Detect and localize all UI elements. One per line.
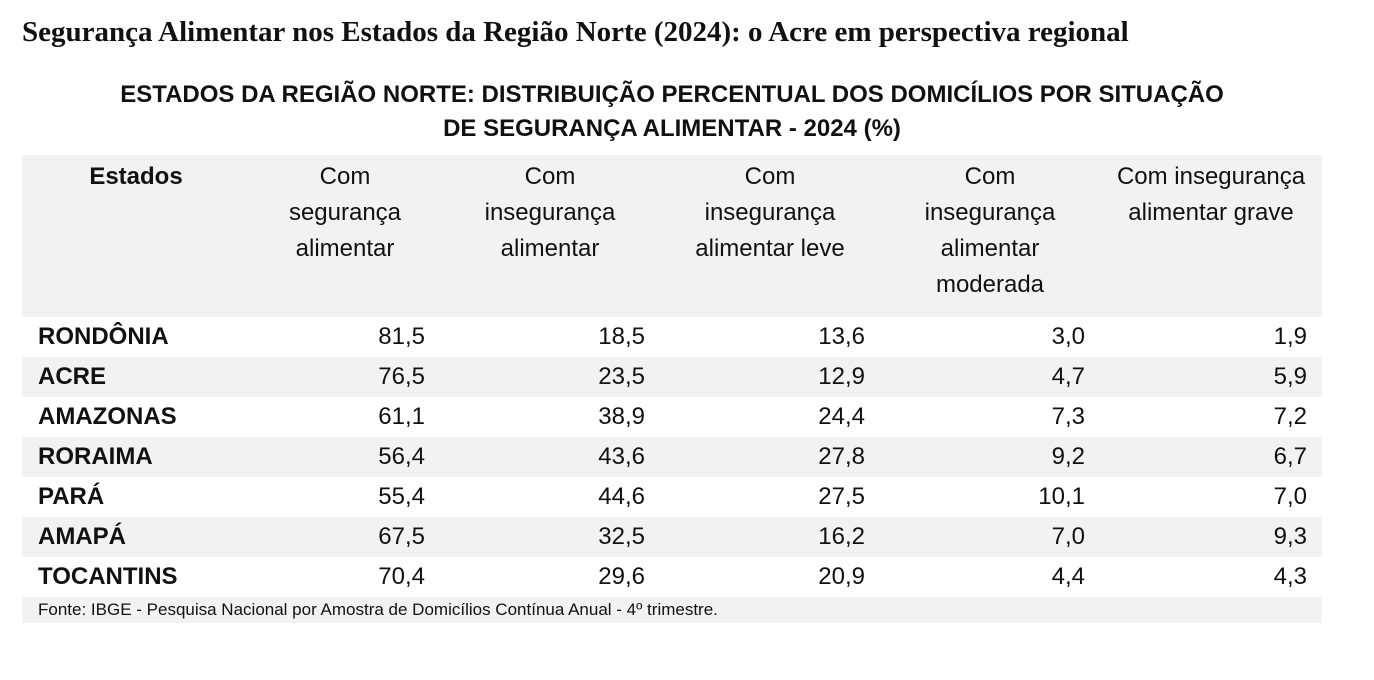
cell-value: 16,2 <box>660 517 880 557</box>
header-text: Estados <box>89 163 183 190</box>
data-table: Estados Com segurança alimentar Com insegu… <box>22 155 1322 623</box>
cell-value: 9,2 <box>880 437 1100 477</box>
source-row: Fonte: IBGE - Pesquisa Nacional por Amos… <box>22 597 1322 623</box>
cell-value: 7,0 <box>880 517 1100 557</box>
table-title: ESTADOS DA REGIÃO NORTE: DISTRIBUIÇÃO PE… <box>120 81 1224 142</box>
source-note: Fonte: IBGE - Pesquisa Nacional por Amos… <box>22 597 1322 623</box>
state-name: RONDÔNIA <box>38 323 169 350</box>
cell-value: 9,3 <box>1100 517 1322 557</box>
column-header: Com insegurança alimentar leve <box>660 155 880 317</box>
cell-value: 81,5 <box>378 323 425 350</box>
cell-value: 18,5 <box>598 323 645 350</box>
table-row: ACRE 76,5 23,5 12,9 4,7 5,9 <box>22 357 1322 397</box>
state-name: AMAPÁ <box>22 517 250 557</box>
table-row: AMAPÁ 67,5 32,5 16,2 7,0 9,3 <box>22 517 1322 557</box>
cell-value: 61,1 <box>378 403 425 430</box>
cell-value: 32,5 <box>440 517 660 557</box>
cell-value: 3,0 <box>1051 323 1085 350</box>
cell-value: 27,8 <box>660 437 880 477</box>
column-header: Com segurança alimentar <box>250 155 440 317</box>
table-row: AMAZONAS 61,1 38,9 24,4 7,3 7,2 <box>22 397 1322 437</box>
header-text: Com insegurança alimentar grave <box>1116 163 1306 226</box>
header-text: Com insegurança alimentar leve <box>695 163 845 262</box>
cell-value: 56,4 <box>250 437 440 477</box>
cell-value: 29,6 <box>598 563 645 590</box>
cell-value: 70,4 <box>378 563 425 590</box>
state-name: ACRE <box>22 357 250 397</box>
page-title: Segurança Alimentar nos Estados da Regiã… <box>22 16 1129 48</box>
cell-value: 10,1 <box>1038 483 1085 510</box>
cell-value: 13,6 <box>818 323 865 350</box>
column-header: Com insegurança alimentar grave <box>1100 155 1322 317</box>
cell-value: 6,7 <box>1100 437 1322 477</box>
cell-value: 1,9 <box>1273 323 1307 350</box>
state-name: PARÁ <box>38 483 105 510</box>
cell-value: 38,9 <box>598 403 645 430</box>
column-header: Com insegurança alimentar <box>440 155 660 317</box>
table-row: RONDÔNIA 81,5 18,5 13,6 3,0 1,9 <box>22 317 1322 357</box>
cell-value: 24,4 <box>818 403 865 430</box>
column-header: Com insegurança alimentar moderada <box>880 155 1100 317</box>
column-header: Estados <box>22 155 250 317</box>
header-text: Com segurança alimentar <box>288 163 402 262</box>
cell-value: 4,3 <box>1273 563 1307 590</box>
table-row: RORAIMA 56,4 43,6 27,8 9,2 6,7 <box>22 437 1322 477</box>
cell-value: 20,9 <box>818 563 865 590</box>
cell-value: 55,4 <box>378 483 425 510</box>
cell-value: 67,5 <box>250 517 440 557</box>
cell-value: 7,0 <box>1273 483 1307 510</box>
cell-value: 4,7 <box>880 357 1100 397</box>
cell-value: 7,3 <box>1051 403 1085 430</box>
cell-value: 27,5 <box>818 483 865 510</box>
header-text: Com insegurança alimentar moderada <box>924 163 1056 298</box>
cell-value: 76,5 <box>250 357 440 397</box>
header-text: Com insegurança alimentar <box>484 163 616 262</box>
state-name: TOCANTINS <box>38 563 178 590</box>
state-name: RORAIMA <box>22 437 250 477</box>
table-row: TOCANTINS 70,4 29,6 20,9 4,4 4,3 <box>22 557 1322 597</box>
table-row: PARÁ 55,4 44,6 27,5 10,1 7,0 <box>22 477 1322 517</box>
cell-value: 12,9 <box>660 357 880 397</box>
cell-value: 23,5 <box>440 357 660 397</box>
header-row: Estados Com segurança alimentar Com insegu… <box>22 155 1322 317</box>
cell-value: 44,6 <box>598 483 645 510</box>
state-name: AMAZONAS <box>38 403 177 430</box>
cell-value: 4,4 <box>1051 563 1085 590</box>
cell-value: 43,6 <box>440 437 660 477</box>
cell-value: 7,2 <box>1273 403 1307 430</box>
cell-value: 5,9 <box>1100 357 1322 397</box>
